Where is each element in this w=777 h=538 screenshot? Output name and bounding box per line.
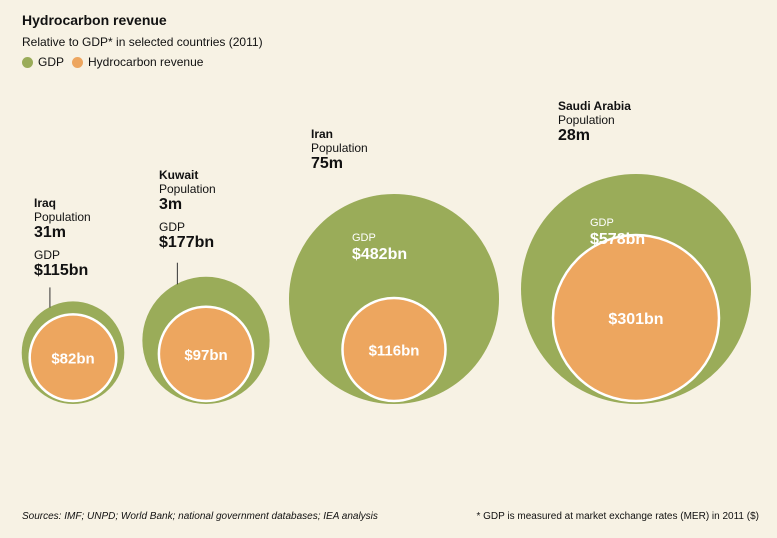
country-name-iraq: Iraq <box>34 196 57 210</box>
iraq-info: Iraq Population 31m GDP $115bn <box>34 196 91 280</box>
chart-subtitle: Relative to GDP* in selected countries (… <box>22 35 263 49</box>
revenue-bubble-iran <box>341 296 447 403</box>
country-name-saudi-arabia: Saudi Arabia <box>558 99 631 113</box>
legend-swatch-gdp <box>22 56 33 68</box>
legend-item-revenue: Hydrocarbon revenue <box>72 55 203 69</box>
gdp-inner-label-iran: GDP <box>352 232 376 244</box>
revenue-label-saudi-arabia: $301bn <box>608 311 663 328</box>
chart-title: Hydrocarbon revenue <box>22 12 167 28</box>
population-label-iraq: Population <box>34 210 91 224</box>
revenue-label-iraq: $82bn <box>51 351 94 368</box>
gdp-inner-value-iran: $482bn <box>352 246 407 263</box>
legend-swatch-revenue <box>72 56 84 68</box>
population-value-iran: 75m <box>311 155 344 172</box>
legend-label-gdp: GDP <box>38 55 65 69</box>
gdp-inner-value-saudi-arabia: $578bn <box>590 231 645 248</box>
legend-label-revenue: Hydrocarbon revenue <box>88 55 204 69</box>
gdp-value-iraq: $115bn <box>34 262 89 279</box>
revenue-bubble-saudi-arabia <box>551 233 721 403</box>
saudi-arabia-info: Saudi Arabia Population 28m <box>558 99 631 145</box>
iran-info: Iran Population 75m <box>311 127 368 173</box>
population-value-saudi-arabia: 28m <box>558 127 591 144</box>
revenue-bubble-iraq <box>28 313 118 403</box>
legend: GDP Hydrocarbon revenue <box>22 55 211 69</box>
legend-item-gdp: GDP <box>22 55 64 69</box>
gdp-value-kuwait: $177bn <box>159 234 215 251</box>
population-label-iran: Population <box>311 141 368 155</box>
population-label-kuwait: Population <box>159 182 216 196</box>
revenue-label-kuwait: $97bn <box>184 347 227 364</box>
gdp-footnote: * GDP is measured at market exchange rat… <box>476 511 759 522</box>
population-value-iraq: 31m <box>34 224 67 241</box>
population-value-kuwait: 3m <box>159 196 183 213</box>
country-name-iran: Iran <box>311 127 334 141</box>
gdp-inner-label-saudi-arabia: GDP <box>590 217 614 229</box>
population-label-saudi-arabia: Population <box>558 113 615 127</box>
sources-note: Sources: IMF; UNPD; World Bank; national… <box>22 511 378 522</box>
revenue-bubble-kuwait <box>157 305 255 403</box>
kuwait-info: Kuwait Population 3m GDP $177bn <box>159 168 216 252</box>
country-name-kuwait: Kuwait <box>159 168 199 182</box>
gdp-label-kuwait: GDP <box>159 220 186 234</box>
revenue-label-iran: $116bn <box>369 342 420 359</box>
gdp-label-iraq: GDP <box>34 248 61 262</box>
